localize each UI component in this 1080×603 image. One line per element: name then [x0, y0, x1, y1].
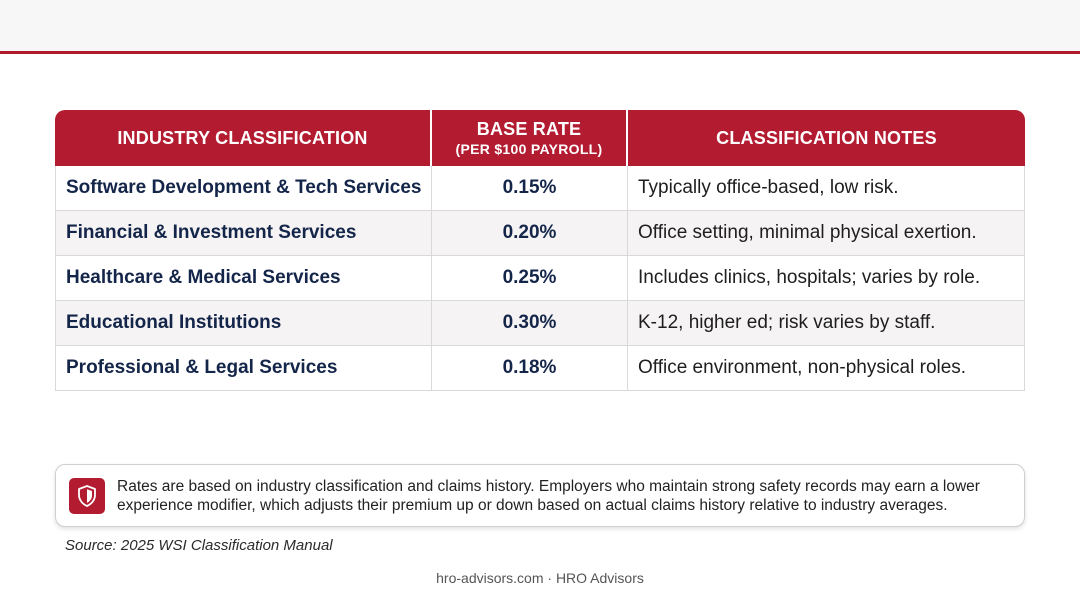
source-citation: Source: 2025 WSI Classification Manual	[65, 537, 333, 554]
rates-table: INDUSTRY CLASSIFICATION BASE RATE (PER $…	[55, 110, 1025, 391]
industry-cell: Educational Institutions	[55, 301, 432, 346]
rate-cell: 0.30%	[432, 301, 628, 346]
footer-text: hro-advisors.com · HRO Advisors	[436, 570, 644, 586]
industry-cell: Financial & Investment Services	[55, 211, 432, 256]
rate-cell: 0.20%	[432, 211, 628, 256]
rate-cell: 0.15%	[432, 166, 628, 211]
table-header-row: INDUSTRY CLASSIFICATION BASE RATE (PER $…	[55, 110, 1025, 166]
industry-cell: Professional & Legal Services	[55, 346, 432, 391]
header-industry: INDUSTRY CLASSIFICATION	[55, 110, 432, 166]
notes-cell: Office setting, minimal physical exertio…	[628, 211, 1025, 256]
notes-cell: Includes clinics, hospitals; varies by r…	[628, 256, 1025, 301]
table-row: Software Development & Tech Services 0.1…	[55, 166, 1025, 211]
table-row: Professional & Legal Services 0.18% Offi…	[55, 346, 1025, 391]
notice-text: Rates are based on industry classificati…	[117, 478, 980, 514]
info-notice: Rates are based on industry classificati…	[55, 464, 1025, 527]
top-banner	[0, 0, 1080, 54]
header-notes: CLASSIFICATION NOTES	[628, 110, 1025, 166]
rate-cell: 0.18%	[432, 346, 628, 391]
header-base-rate-sub: (PER $100 PAYROLL)	[455, 141, 603, 157]
table-row: Financial & Investment Services 0.20% Of…	[55, 211, 1025, 256]
notes-cell: K-12, higher ed; risk varies by staff.	[628, 301, 1025, 346]
table-row: Healthcare & Medical Services 0.25% Incl…	[55, 256, 1025, 301]
notes-cell: Office environment, non-physical roles.	[628, 346, 1025, 391]
table-row: Educational Institutions 0.30% K-12, hig…	[55, 301, 1025, 346]
industry-cell: Software Development & Tech Services	[55, 166, 432, 211]
industry-cell: Healthcare & Medical Services	[55, 256, 432, 301]
header-base-rate-label: BASE RATE	[476, 119, 582, 139]
shield-icon	[69, 478, 105, 514]
notes-cell: Typically office-based, low risk.	[628, 166, 1025, 211]
rates-table-container: INDUSTRY CLASSIFICATION BASE RATE (PER $…	[55, 110, 1025, 391]
rate-cell: 0.25%	[432, 256, 628, 301]
header-base-rate: BASE RATE (PER $100 PAYROLL)	[432, 110, 628, 166]
